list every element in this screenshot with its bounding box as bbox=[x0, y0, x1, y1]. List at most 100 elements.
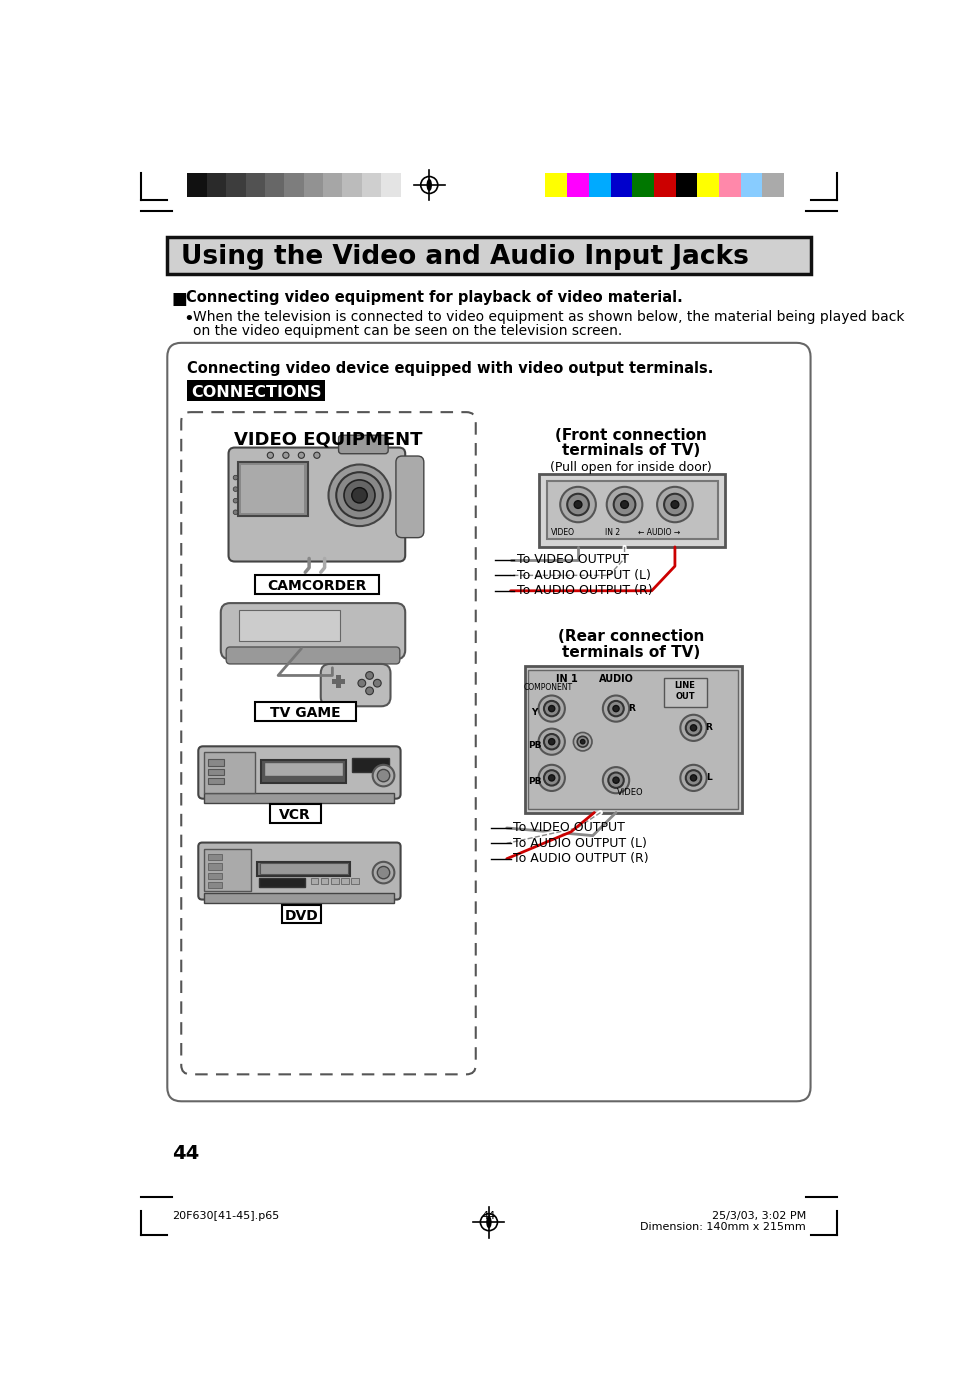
Text: PB: PB bbox=[527, 778, 541, 786]
Bar bbox=[208, 760, 224, 765]
Text: To AUDIO OUTPUT (R): To AUDIO OUTPUT (R) bbox=[517, 584, 652, 597]
Text: When the television is connected to video equipment as shown below, the material: When the television is connected to vide… bbox=[193, 309, 903, 323]
Circle shape bbox=[663, 493, 685, 516]
Circle shape bbox=[352, 488, 367, 503]
Circle shape bbox=[679, 715, 706, 742]
Circle shape bbox=[685, 771, 700, 786]
Circle shape bbox=[335, 473, 382, 519]
Circle shape bbox=[233, 510, 237, 514]
Bar bbox=[204, 894, 394, 903]
Text: Connecting video device equipped with video output terminals.: Connecting video device equipped with vi… bbox=[187, 361, 713, 376]
Circle shape bbox=[620, 500, 628, 509]
Text: 44: 44 bbox=[481, 1211, 496, 1221]
Bar bbox=[254, 576, 378, 594]
Text: Connecting video equipment for playback of video material.: Connecting video equipment for playback … bbox=[186, 290, 682, 305]
Circle shape bbox=[233, 475, 237, 480]
FancyBboxPatch shape bbox=[220, 604, 405, 659]
Text: IN 1: IN 1 bbox=[556, 673, 578, 684]
Circle shape bbox=[612, 776, 618, 783]
Circle shape bbox=[373, 679, 381, 687]
Bar bbox=[335, 676, 340, 687]
Circle shape bbox=[537, 696, 564, 722]
Circle shape bbox=[543, 771, 558, 786]
Circle shape bbox=[373, 861, 394, 884]
Bar bbox=[282, 905, 320, 923]
Circle shape bbox=[344, 480, 375, 510]
Circle shape bbox=[679, 765, 706, 790]
Circle shape bbox=[377, 769, 390, 782]
Circle shape bbox=[579, 739, 584, 744]
Text: terminals of TV): terminals of TV) bbox=[561, 644, 700, 659]
Bar bbox=[204, 849, 251, 891]
Bar bbox=[538, 474, 724, 546]
Bar bbox=[320, 878, 328, 884]
Bar bbox=[204, 753, 254, 793]
Bar bbox=[675, 173, 697, 197]
Bar bbox=[254, 703, 355, 721]
Text: (Front connection: (Front connection bbox=[555, 428, 706, 442]
Circle shape bbox=[608, 772, 623, 788]
Bar bbox=[352, 758, 389, 772]
Bar bbox=[208, 863, 222, 870]
Text: L: L bbox=[705, 774, 711, 782]
Text: 20F630[41-45].p65: 20F630[41-45].p65 bbox=[172, 1211, 279, 1221]
Bar bbox=[187, 173, 207, 197]
Bar bbox=[323, 173, 342, 197]
Circle shape bbox=[537, 765, 564, 790]
Bar bbox=[331, 878, 338, 884]
Circle shape bbox=[314, 452, 319, 459]
Bar bbox=[332, 679, 344, 684]
Bar bbox=[264, 763, 343, 776]
Bar bbox=[654, 173, 675, 197]
Text: VCR: VCR bbox=[279, 809, 311, 822]
Text: IN 2: IN 2 bbox=[605, 528, 619, 537]
Bar bbox=[632, 173, 654, 197]
Text: LINE: LINE bbox=[674, 682, 695, 690]
Text: R: R bbox=[627, 704, 635, 714]
Text: CONNECTIONS: CONNECTIONS bbox=[191, 385, 321, 400]
Text: VIDEO EQUIPMENT: VIDEO EQUIPMENT bbox=[234, 431, 422, 449]
Bar bbox=[546, 481, 717, 539]
Circle shape bbox=[606, 487, 641, 523]
FancyBboxPatch shape bbox=[338, 435, 388, 453]
FancyBboxPatch shape bbox=[395, 456, 423, 538]
Bar bbox=[740, 173, 761, 197]
Circle shape bbox=[357, 679, 365, 687]
Circle shape bbox=[657, 487, 692, 523]
Bar bbox=[265, 173, 284, 197]
Text: TV GAME: TV GAME bbox=[270, 707, 340, 721]
Circle shape bbox=[670, 500, 679, 509]
Text: VIDEO: VIDEO bbox=[616, 788, 642, 797]
Bar bbox=[588, 173, 610, 197]
Bar bbox=[187, 379, 325, 401]
Bar bbox=[351, 878, 358, 884]
Bar bbox=[719, 173, 740, 197]
Bar bbox=[204, 793, 394, 803]
Bar bbox=[361, 173, 381, 197]
Bar bbox=[545, 173, 567, 197]
Circle shape bbox=[613, 493, 635, 516]
Bar bbox=[239, 611, 340, 641]
Text: Dimension: 140mm x 215mm: Dimension: 140mm x 215mm bbox=[639, 1223, 805, 1232]
Text: PB: PB bbox=[527, 742, 541, 750]
Circle shape bbox=[548, 705, 555, 712]
Text: COMPONENT: COMPONENT bbox=[522, 683, 572, 693]
Circle shape bbox=[602, 767, 629, 793]
Text: To AUDIO OUTPUT (L): To AUDIO OUTPUT (L) bbox=[513, 836, 646, 850]
Circle shape bbox=[690, 725, 696, 730]
Bar bbox=[207, 173, 226, 197]
Circle shape bbox=[298, 452, 304, 459]
Circle shape bbox=[365, 687, 373, 694]
FancyBboxPatch shape bbox=[181, 413, 476, 1075]
Circle shape bbox=[577, 736, 587, 747]
Circle shape bbox=[537, 729, 564, 754]
Bar bbox=[245, 173, 265, 197]
Text: To AUDIO OUTPUT (R): To AUDIO OUTPUT (R) bbox=[513, 852, 648, 866]
Bar bbox=[259, 863, 348, 874]
Circle shape bbox=[233, 487, 237, 492]
Bar bbox=[241, 466, 304, 513]
Bar bbox=[567, 173, 588, 197]
Circle shape bbox=[608, 701, 623, 717]
Text: Using the Video and Audio Input Jacks: Using the Video and Audio Input Jacks bbox=[181, 244, 748, 270]
Circle shape bbox=[543, 701, 558, 717]
